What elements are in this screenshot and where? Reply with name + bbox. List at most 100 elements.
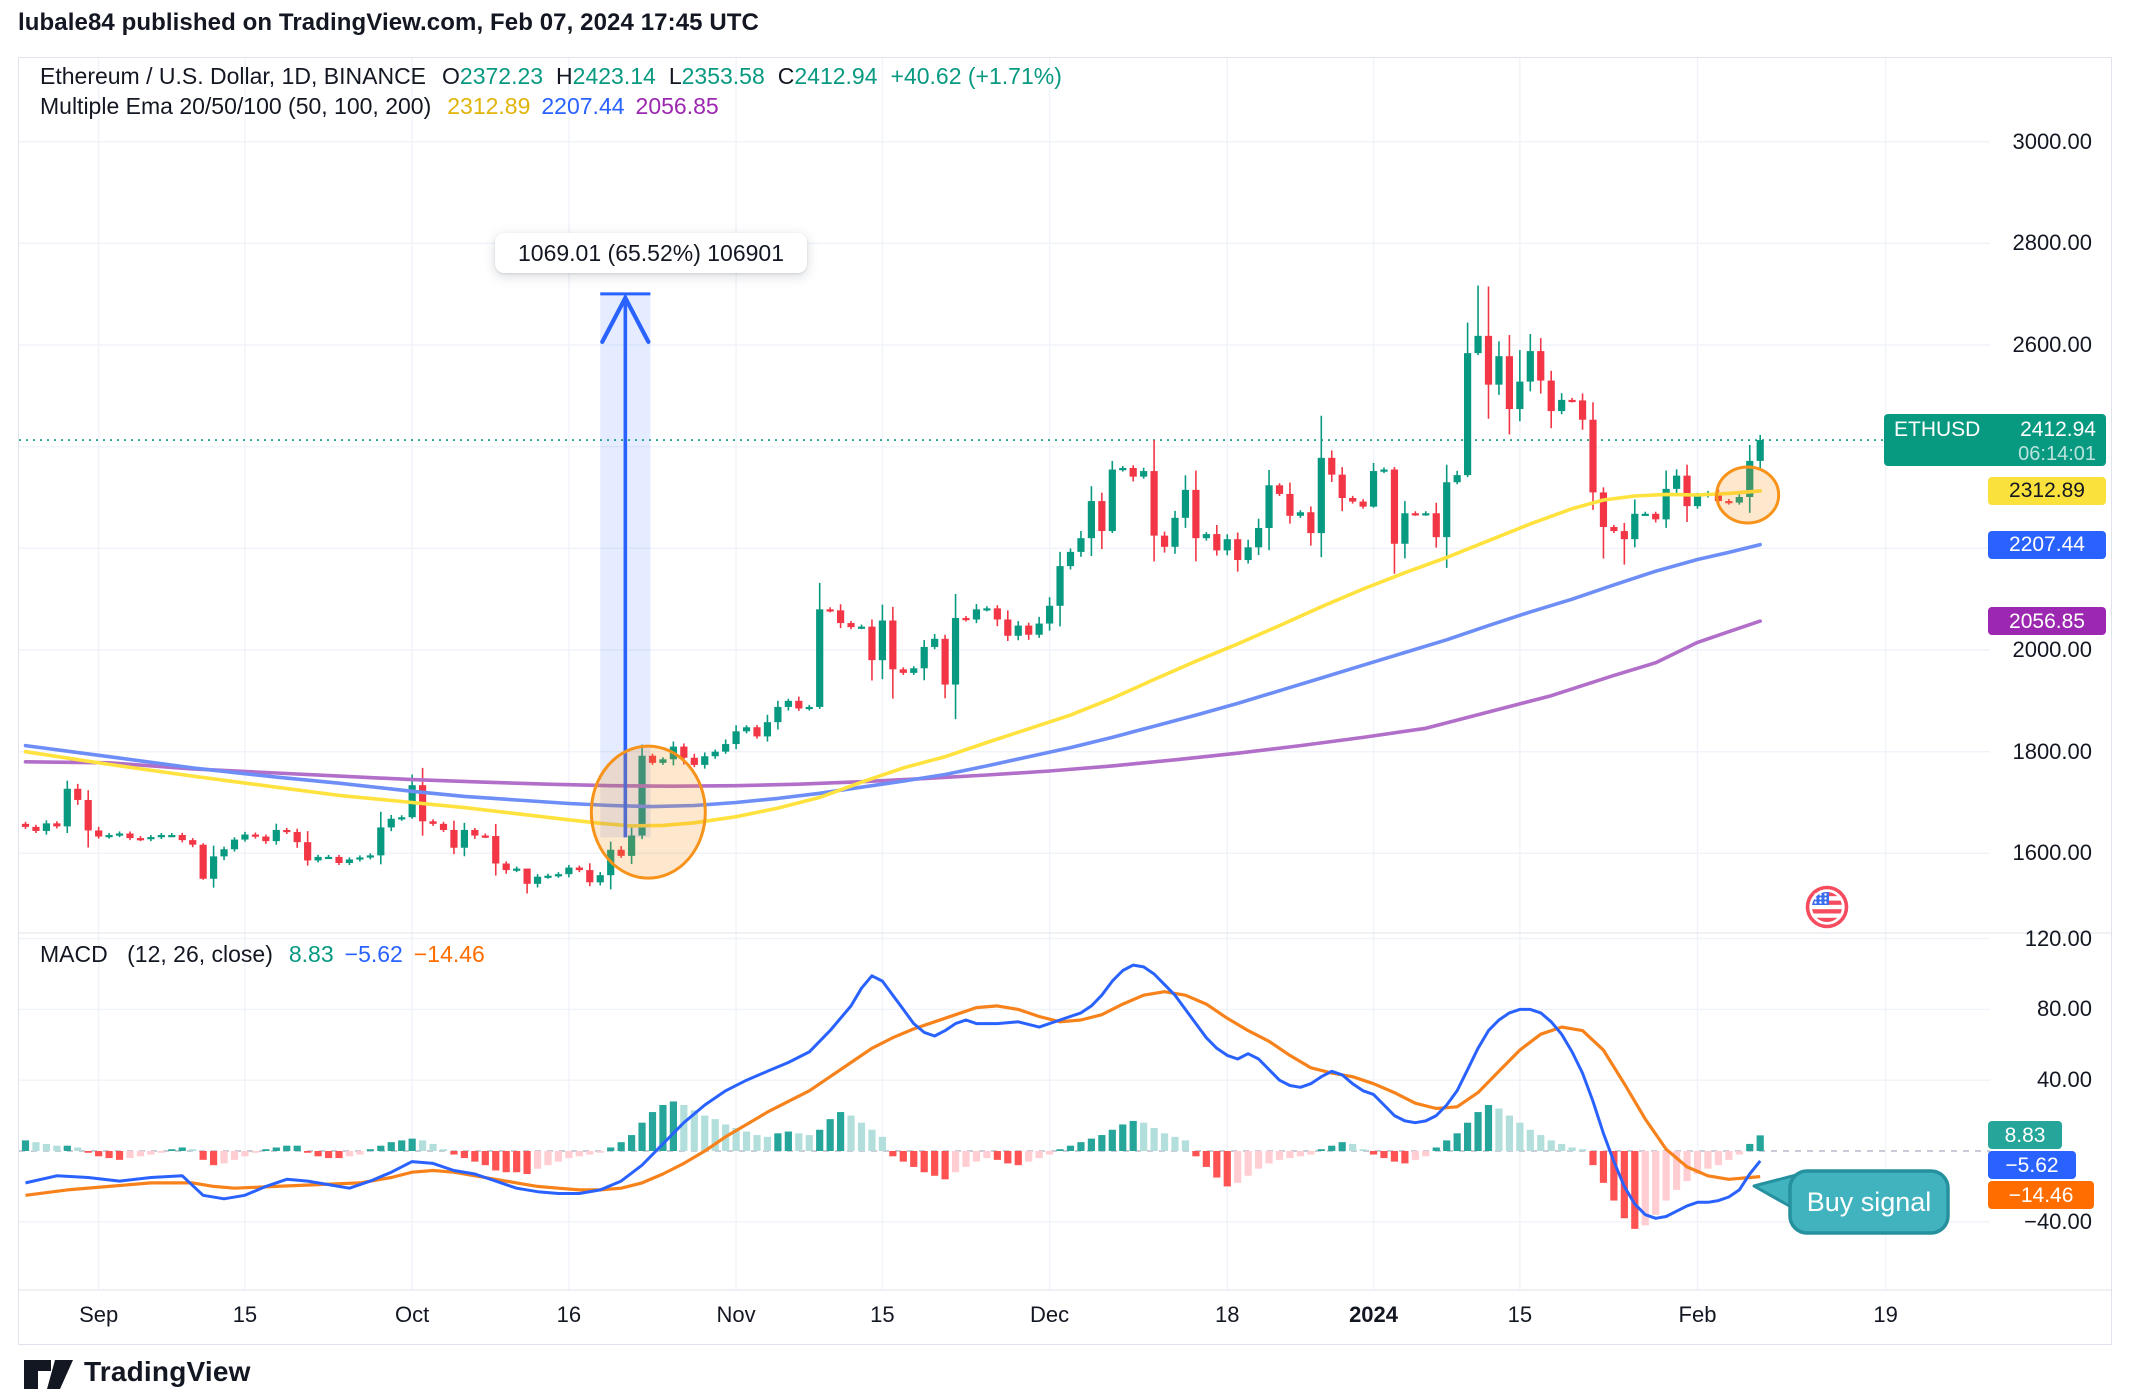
macd-histogram-bar xyxy=(962,1151,970,1167)
macd-histogram-bar xyxy=(554,1151,563,1162)
macd-histogram-bar xyxy=(533,1151,542,1169)
macd-histogram-bar xyxy=(1652,1151,1660,1215)
candle-body xyxy=(460,829,468,848)
macd-histogram-bar xyxy=(920,1151,928,1173)
macd-histogram-bar xyxy=(32,1142,40,1151)
candle-body xyxy=(659,759,667,763)
macd-histogram-bar xyxy=(251,1151,259,1153)
macd-histogram-bar xyxy=(345,1151,354,1157)
macd-histogram-bar xyxy=(701,1115,709,1151)
candle-body xyxy=(868,626,876,661)
macd-histogram-bar xyxy=(210,1151,218,1166)
macd-histogram-bar xyxy=(1537,1135,1545,1151)
ema50-value: 2312.89 xyxy=(447,93,531,119)
candle-body xyxy=(1160,535,1169,547)
candle-body xyxy=(805,706,813,710)
candle-body xyxy=(32,826,40,831)
macd-histogram-bar xyxy=(1735,1151,1743,1155)
macd-histogram-bar xyxy=(648,1112,657,1151)
flag-stripe xyxy=(1812,904,1842,910)
macd-histogram-bar xyxy=(868,1129,876,1151)
ema100-line xyxy=(23,542,1762,809)
candle-body xyxy=(575,867,583,871)
candle-body xyxy=(1464,353,1472,476)
candle-body xyxy=(1620,531,1628,540)
candle-body xyxy=(1046,605,1054,624)
macd-histogram-bar xyxy=(283,1145,291,1151)
candle-body xyxy=(1307,512,1315,534)
symbol-title: Ethereum / U.S. Dollar, 1D, BINANCE xyxy=(40,63,427,89)
open-label: O xyxy=(442,63,460,89)
candle-body xyxy=(115,833,124,836)
macd-histogram-bar xyxy=(53,1145,61,1151)
tradingview-brand[interactable]: TradingView xyxy=(84,1356,251,1387)
candle-body xyxy=(157,835,165,838)
macd-histogram-bar xyxy=(1756,1135,1764,1151)
symbol-legend-row[interactable]: Ethereum / U.S. Dollar, 1D, BINANCE O2372… xyxy=(40,63,1062,90)
candle-body xyxy=(1056,566,1064,606)
macd-histogram-bar xyxy=(983,1151,991,1159)
macd-histogram-bar xyxy=(1464,1122,1472,1151)
candle-body xyxy=(377,827,385,856)
candle-body xyxy=(345,859,354,863)
macd-value-badge: −5.62 xyxy=(1988,1151,2076,1180)
published-line: lubale84 published on TradingView.com, F… xyxy=(18,9,759,36)
tradingview-logo-icon[interactable] xyxy=(24,1360,51,1389)
macd-legend-row[interactable]: MACD (12, 26, close) 8.83 −5.62 −14.46 xyxy=(40,941,485,968)
macd-histogram-bar xyxy=(1171,1136,1179,1151)
time-axis-label: 2024 xyxy=(1349,1302,1399,1327)
macd-histogram-bar xyxy=(1673,1151,1681,1190)
flag-star xyxy=(1824,893,1827,896)
macd-histogram-bar xyxy=(857,1122,866,1151)
candle-body xyxy=(826,609,834,612)
macd-histogram-bar xyxy=(1160,1133,1169,1151)
ema200-line xyxy=(23,619,1762,788)
candle-body xyxy=(178,835,186,841)
candle-body xyxy=(230,839,239,850)
highlight-ellipse[interactable] xyxy=(589,744,707,880)
candle-body xyxy=(1652,513,1660,520)
candle-body xyxy=(1234,539,1242,561)
candle-body xyxy=(795,700,803,709)
candle-body xyxy=(638,755,646,836)
candle-body xyxy=(492,836,500,864)
buy-signal-bubble[interactable] xyxy=(1788,1169,1950,1235)
candle-body xyxy=(387,818,395,828)
ema-legend-row[interactable]: Multiple Ema 20/50/100 (50, 100, 200) 231… xyxy=(40,93,719,120)
buy-signal-callout[interactable]: Buy signal xyxy=(1790,1171,1948,1233)
candle-body xyxy=(126,833,134,839)
macd-histogram-bar xyxy=(1422,1151,1430,1157)
macd-histogram-bar xyxy=(628,1135,636,1151)
macd-histogram-bar xyxy=(1453,1133,1461,1151)
macd-histogram-bar xyxy=(136,1151,145,1157)
candle-body xyxy=(283,829,291,833)
macd-histogram-bar xyxy=(1662,1151,1670,1201)
macd-histogram-bar xyxy=(1558,1143,1566,1151)
macd-histogram-bar xyxy=(1056,1149,1064,1151)
candle-body xyxy=(324,856,333,860)
highlight-ellipse[interactable] xyxy=(1715,465,1781,525)
macd-histogram-bar xyxy=(450,1151,458,1155)
macd-histogram-bar xyxy=(502,1151,510,1173)
candle-body xyxy=(1662,488,1670,520)
macd-histogram-bar xyxy=(1244,1151,1252,1176)
measure-callout[interactable]: 1069.01 (65.52%) 106901 xyxy=(495,233,807,273)
candle-body xyxy=(63,788,71,827)
macd-histogram-bar xyxy=(1484,1104,1493,1151)
candle-body xyxy=(95,830,103,837)
tradingview-logo-icon[interactable] xyxy=(47,1360,73,1389)
macd-histogram-bar xyxy=(1213,1151,1221,1178)
macd-histogram-bar xyxy=(126,1151,134,1159)
candle-body xyxy=(1693,495,1702,507)
macd-histogram-bar xyxy=(1369,1151,1378,1155)
macd-histogram-bar xyxy=(168,1149,176,1151)
candle-body xyxy=(1432,513,1440,538)
macd-histogram-bar xyxy=(293,1145,301,1151)
macd-histogram-bar xyxy=(596,1151,604,1153)
macd-histogram-bar xyxy=(1098,1135,1106,1151)
flag-star xyxy=(1814,897,1817,900)
macd-histogram-bar xyxy=(805,1135,813,1151)
price-axis-label: 2800.00 xyxy=(2012,230,2092,256)
change-value: +40.62 (+1.71%) xyxy=(890,63,1062,89)
